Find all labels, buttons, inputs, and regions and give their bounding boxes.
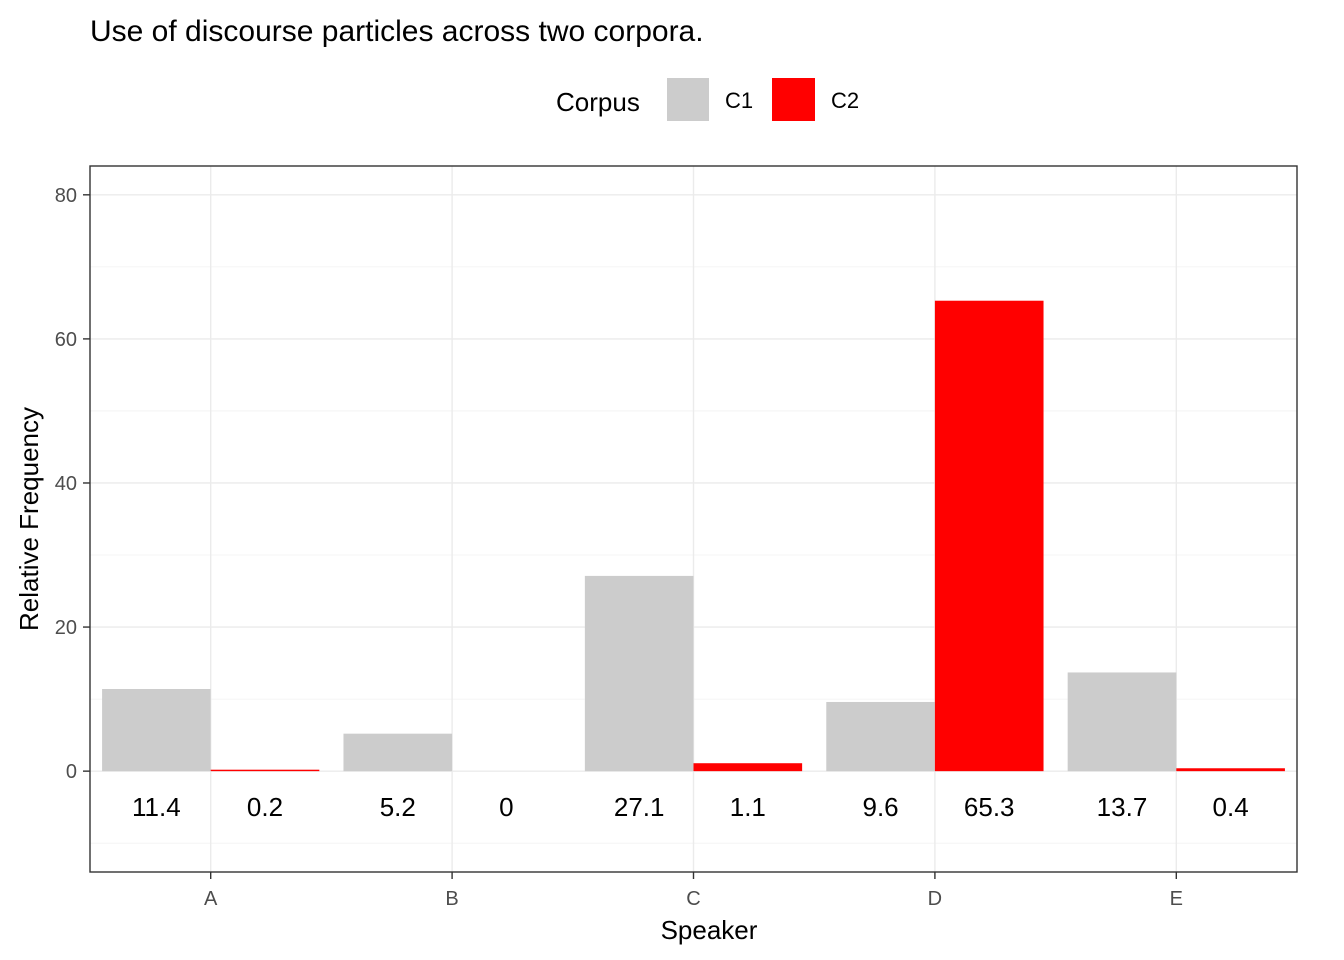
- data-label-c1-b: 5.2: [380, 792, 416, 822]
- legend: Corpus C1 C2: [556, 78, 859, 121]
- bar-c1-d: [826, 701, 935, 772]
- legend-title: Corpus: [556, 87, 640, 117]
- y-tick-label: 40: [55, 473, 77, 495]
- bar-c1-a: [102, 689, 211, 772]
- x-tick-label: B: [445, 888, 458, 910]
- data-label-c2-d: 65.3: [964, 792, 1015, 822]
- bar-c1-e: [1067, 672, 1177, 772]
- y-tick-label: 0: [66, 761, 77, 783]
- x-tick-label: C: [686, 888, 700, 910]
- y-axis-title: Relative Frequency: [14, 407, 44, 631]
- data-label-c2-c: 1.1: [730, 792, 766, 822]
- legend-key-c2: [772, 78, 815, 121]
- data-label-c1-a: 11.4: [132, 792, 181, 822]
- y-tick-label: 60: [55, 329, 77, 351]
- chart-title: Use of discourse particles across two co…: [90, 15, 704, 48]
- data-label-c1-c: 27.1: [614, 792, 665, 822]
- x-tick-label: D: [928, 888, 942, 910]
- bar-c2-e: [1176, 768, 1285, 772]
- data-label-c2-b: 0: [499, 792, 513, 822]
- x-tick-label: A: [204, 888, 218, 910]
- y-tick-label: 80: [55, 185, 77, 207]
- bar-c1-c: [584, 575, 694, 772]
- legend-key-c1: [667, 78, 709, 121]
- bar-c1-b: [343, 733, 453, 772]
- y-tick-label: 20: [55, 617, 77, 639]
- bar-c2-c: [693, 763, 803, 772]
- data-label-c1-e: 13.7: [1097, 792, 1148, 822]
- data-label-c2-a: 0.2: [247, 792, 283, 822]
- x-axis: A B C D E: [204, 872, 1183, 910]
- data-label-c1-d: 9.6: [863, 792, 899, 822]
- legend-label-c2: C2: [831, 88, 859, 113]
- data-label-c2-e: 0.4: [1213, 792, 1249, 822]
- x-axis-title: Speaker: [661, 915, 758, 945]
- bar-c2-d: [934, 300, 1044, 772]
- bar-c2-a: [210, 769, 320, 772]
- data-labels: 11.4 5.2 27.1 9.6 13.7 0.2 0 1.1 65.3 0.4: [132, 792, 1249, 822]
- bars: [102, 300, 1285, 772]
- x-tick-label: E: [1170, 888, 1183, 910]
- legend-label-c1: C1: [725, 88, 753, 113]
- y-axis: 0 20 40 60 80: [55, 185, 90, 783]
